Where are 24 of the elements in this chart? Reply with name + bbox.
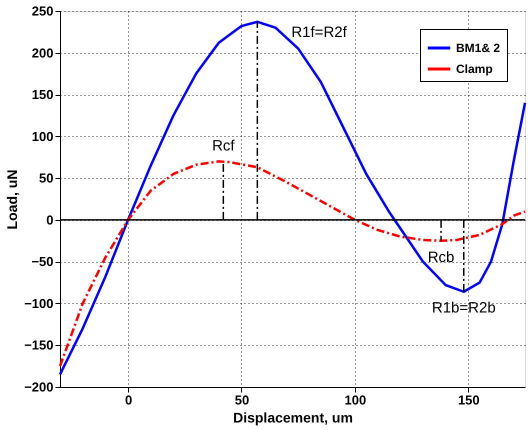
x-tick-label: 150	[458, 392, 480, 408]
annotation: R1f=R2f	[291, 24, 348, 41]
legend-label: BM1& 2	[456, 41, 500, 55]
y-tick-label: −100	[24, 296, 54, 311]
x-tick-label: 0	[124, 392, 132, 408]
y-tick-label: 200	[32, 45, 54, 60]
x-axis-title: Displacement, um	[233, 410, 353, 426]
y-tick-label: 100	[32, 128, 54, 144]
annotation: Rcf	[212, 137, 236, 154]
y-tick-label: 250	[32, 4, 54, 18]
y-tick-label: −200	[24, 380, 54, 394]
line-series	[58, 20, 526, 376]
y-tick-label: 0	[46, 212, 54, 228]
y-axis-title: Load, uN	[4, 170, 20, 230]
y-tick-label: 150	[32, 87, 54, 102]
y-tick-label: −50	[31, 254, 54, 270]
y-tick-label: −150	[24, 338, 54, 353]
y-tick-label: 50	[39, 170, 54, 186]
x-tick-label: 100	[344, 392, 366, 408]
x-tick-label: 50	[234, 392, 250, 408]
legend-label: Clamp	[456, 62, 493, 76]
annotation: Rcb	[428, 248, 454, 266]
annotation: R1b=R2b	[432, 300, 496, 317]
line-series	[58, 160, 526, 368]
